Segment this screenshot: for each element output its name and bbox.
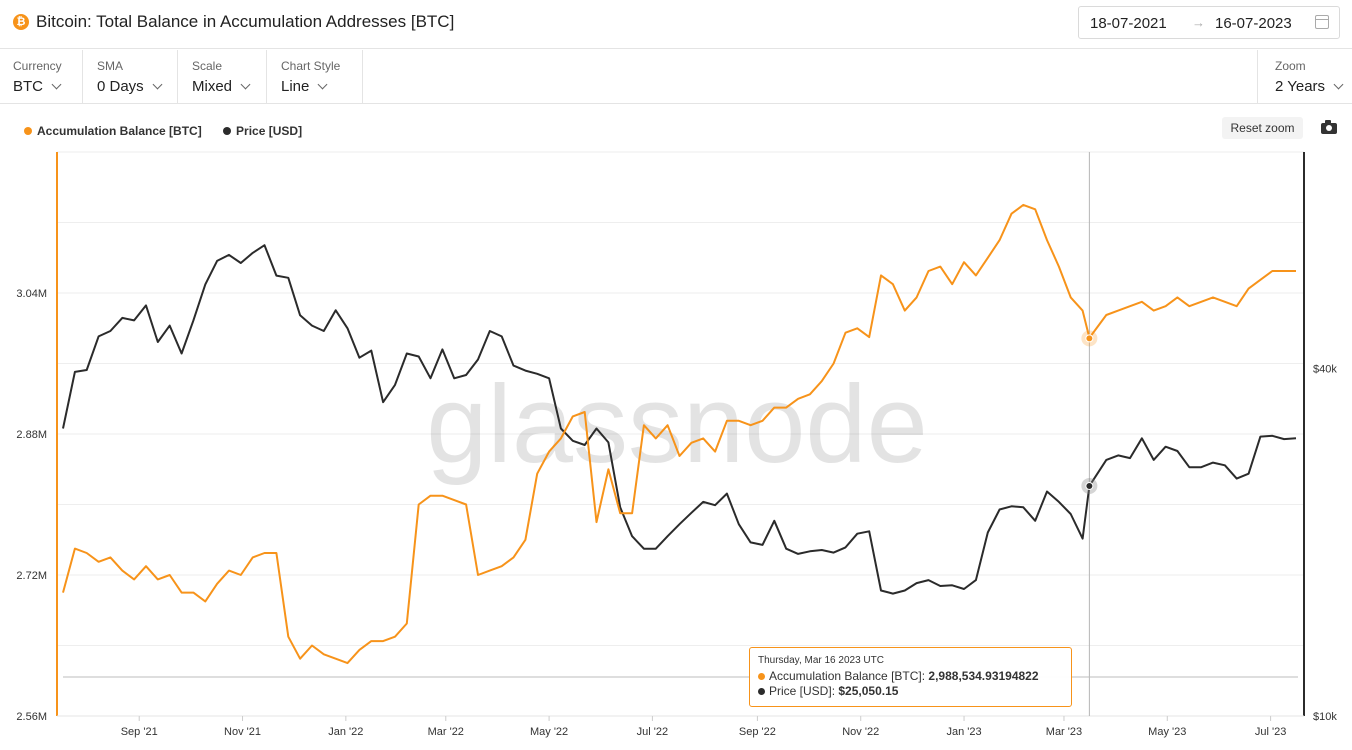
- chart-style-select[interactable]: Chart Style Line: [268, 50, 363, 104]
- y-left-tick-label: 2.72M: [16, 570, 47, 582]
- tooltip-row-accumulation: Accumulation Balance [BTC]: 2,988,534.93…: [758, 669, 1063, 684]
- accumulation-series-line[interactable]: [62, 203, 1296, 665]
- x-tick-label: May '23: [1148, 726, 1186, 738]
- chart-style-label: Chart Style: [281, 59, 341, 73]
- zoom-select[interactable]: Zoom 2 Years: [1257, 50, 1352, 104]
- x-tick-label: Sep '21: [121, 726, 158, 738]
- watermark: glassnode: [426, 363, 928, 486]
- y-axis-right: $10k $40k: [1313, 364, 1337, 723]
- scale-select[interactable]: Scale Mixed: [179, 50, 267, 104]
- legend-dot-accumulation: [24, 127, 32, 135]
- arrow-right-icon: →: [1192, 15, 1205, 30]
- tooltip-row-price: Price [USD]: $25,050.15: [758, 684, 1063, 699]
- y-left-tick-label: 3.04M: [16, 288, 47, 300]
- chart-style-value[interactable]: Line: [281, 78, 328, 95]
- price-marker: [1085, 481, 1094, 490]
- legend-price[interactable]: Price [USD]: [223, 124, 302, 138]
- price-series-line[interactable]: [62, 244, 1297, 595]
- reset-zoom-button[interactable]: Reset zoom: [1222, 117, 1303, 139]
- tooltip-date: Thursday, Mar 16 2023 UTC: [758, 655, 884, 666]
- hover-markers: [1081, 330, 1098, 494]
- page-title: Bitcoin: Total Balance in Accumulation A…: [36, 12, 455, 31]
- date-range-picker[interactable]: 18-07-2021 → 16-07-2023: [1078, 6, 1340, 39]
- x-tick-label: Mar '22: [428, 726, 464, 738]
- accumulation-marker: [1085, 334, 1094, 343]
- x-axis: Sep '21 Nov '21 Jan '22 Mar '22 May '22 Jul '…: [121, 716, 1286, 738]
- tooltip-dot-accumulation: [758, 673, 765, 680]
- tooltip-dot-price: [758, 688, 765, 695]
- tooltip-value-price: $25,050.15: [838, 684, 899, 698]
- camera-icon[interactable]: [1321, 120, 1337, 134]
- x-tick-label: Mar '23: [1046, 726, 1082, 738]
- sma-label: SMA: [97, 59, 124, 73]
- legend-accumulation[interactable]: Accumulation Balance [BTC]: [24, 124, 202, 138]
- x-tick-label: Nov '22: [842, 726, 879, 738]
- chart-controls: Currency BTC SMA 0 Days Scale Mixed Char…: [0, 50, 1352, 104]
- y-axis-left: 2.56M 2.72M 2.88M 3.04M: [16, 288, 47, 723]
- zoom-value[interactable]: 2 Years: [1275, 78, 1344, 95]
- date-end[interactable]: 16-07-2023: [1215, 15, 1292, 32]
- date-start[interactable]: 18-07-2021: [1090, 15, 1167, 32]
- x-tick-label: Sep '22: [739, 726, 776, 738]
- currency-select[interactable]: Currency BTC: [0, 50, 83, 104]
- sma-value[interactable]: 0 Days: [97, 78, 163, 95]
- currency-value[interactable]: BTC: [13, 78, 62, 95]
- x-tick-label: May '22: [530, 726, 568, 738]
- legend-dot-price: [223, 127, 232, 135]
- y-right-tick-label: $10k: [1313, 711, 1337, 723]
- x-tick-label: Jul '22: [637, 726, 668, 738]
- grid-lines: [57, 151, 1304, 717]
- chart-tooltip: Thursday, Mar 16 2023 UTC Accumulation B…: [749, 647, 1072, 707]
- chart-legend: Accumulation Balance [BTC] Price [USD]: [24, 124, 320, 138]
- y-left-tick-label: 2.56M: [16, 711, 47, 723]
- sma-select[interactable]: SMA 0 Days: [84, 50, 178, 104]
- calendar-icon[interactable]: [1315, 15, 1329, 29]
- header-bar: ₿ Bitcoin: Total Balance in Accumulation…: [0, 0, 1352, 49]
- currency-label: Currency: [13, 59, 62, 73]
- zoom-label: Zoom: [1275, 59, 1306, 73]
- x-tick-label: Jul '23: [1255, 726, 1286, 738]
- scale-value[interactable]: Mixed: [192, 78, 251, 95]
- x-tick-label: Nov '21: [224, 726, 261, 738]
- y-left-tick-label: 2.88M: [16, 429, 47, 441]
- x-tick-label: Jan '23: [946, 726, 981, 738]
- x-tick-label: Jan '22: [328, 726, 363, 738]
- bitcoin-icon: ₿: [13, 14, 29, 30]
- scale-label: Scale: [192, 59, 223, 73]
- y-right-tick-label: $40k: [1313, 364, 1337, 376]
- tooltip-value-accumulation: 2,988,534.93194822: [928, 669, 1039, 683]
